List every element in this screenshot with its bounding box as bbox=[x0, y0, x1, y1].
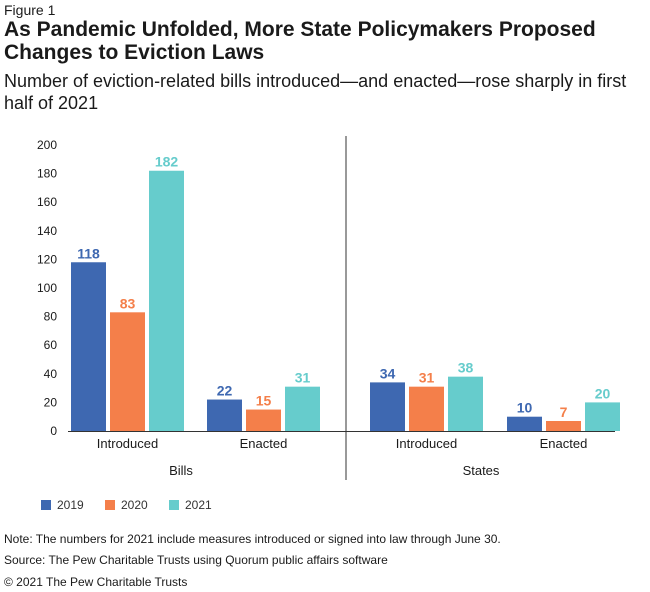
y-tick-label: 140 bbox=[37, 224, 57, 238]
y-tick-label: 80 bbox=[44, 310, 58, 324]
y-axis: 0 20 40 60 80 100 120 140 160 180 200 bbox=[37, 136, 615, 480]
y-tick-label: 100 bbox=[37, 281, 57, 295]
category-label: Introduced bbox=[97, 436, 158, 451]
bar-chart: 0 20 40 60 80 100 120 140 160 180 200 118 83 182 Intr… bbox=[37, 136, 620, 512]
copyright: © 2021 The Pew Charitable Trusts bbox=[4, 575, 188, 589]
category-label: Introduced bbox=[396, 436, 457, 451]
legend-label: 2021 bbox=[185, 498, 212, 512]
bar-bills-enacted-2019 bbox=[207, 399, 242, 431]
data-label: 31 bbox=[419, 370, 435, 386]
bar-bills-introduced-2021 bbox=[149, 170, 184, 432]
chart-subtitle: Number of eviction-related bills introdu… bbox=[4, 71, 627, 113]
data-label: 15 bbox=[256, 393, 272, 409]
legend-swatch-2019 bbox=[41, 500, 51, 510]
y-tick-label: 200 bbox=[37, 138, 57, 152]
bar-states-introduced-2021 bbox=[448, 376, 483, 431]
legend-swatch-2021 bbox=[169, 500, 179, 510]
bar-states-introduced-2020 bbox=[409, 386, 444, 431]
category-label: Enacted bbox=[540, 436, 588, 451]
data-label: 20 bbox=[595, 385, 611, 401]
labels: 118 83 182 Introduced 22 15 31 Enacted Bills 34 31… bbox=[77, 154, 610, 478]
figure-label: Figure 1 bbox=[4, 2, 56, 18]
group-label: States bbox=[463, 463, 500, 478]
bar-states-enacted-2021 bbox=[585, 402, 620, 431]
bar-states-enacted-2019 bbox=[507, 416, 542, 431]
data-label: 10 bbox=[517, 400, 533, 416]
y-tick-label: 0 bbox=[50, 424, 57, 438]
bar-bills-introduced-2020 bbox=[110, 312, 145, 431]
y-tick-label: 40 bbox=[44, 367, 58, 381]
legend-swatch-2020 bbox=[105, 500, 115, 510]
data-label: 31 bbox=[295, 370, 311, 386]
legend: 2019 2020 2021 bbox=[41, 498, 212, 512]
bar-bills-enacted-2021 bbox=[285, 386, 320, 431]
data-label: 38 bbox=[458, 360, 474, 376]
legend-label: 2019 bbox=[57, 498, 84, 512]
category-label: Enacted bbox=[240, 436, 288, 451]
data-label: 34 bbox=[380, 365, 396, 381]
data-label: 7 bbox=[560, 404, 568, 420]
y-tick-label: 120 bbox=[37, 252, 57, 266]
bar-states-enacted-2020 bbox=[546, 420, 581, 431]
bar-states-introduced-2019 bbox=[370, 382, 405, 431]
chart-title: As Pandemic Unfolded, More State Policym… bbox=[4, 18, 596, 64]
y-tick-label: 160 bbox=[37, 195, 57, 209]
bar-bills-enacted-2020 bbox=[246, 409, 281, 431]
group-label: Bills bbox=[169, 463, 193, 478]
data-label: 83 bbox=[120, 295, 136, 311]
y-tick-label: 20 bbox=[44, 395, 58, 409]
data-label: 182 bbox=[155, 154, 179, 170]
bar-bills-introduced-2019 bbox=[71, 262, 106, 431]
y-tick-label: 60 bbox=[44, 338, 58, 352]
legend-label: 2020 bbox=[121, 498, 148, 512]
source-line: Source: The Pew Charitable Trusts using … bbox=[4, 553, 388, 567]
footnote: Note: The numbers for 2021 include measu… bbox=[4, 532, 501, 546]
data-label: 22 bbox=[217, 383, 233, 399]
data-label: 118 bbox=[77, 245, 100, 261]
y-tick-label: 180 bbox=[37, 167, 57, 181]
bars bbox=[71, 170, 620, 432]
